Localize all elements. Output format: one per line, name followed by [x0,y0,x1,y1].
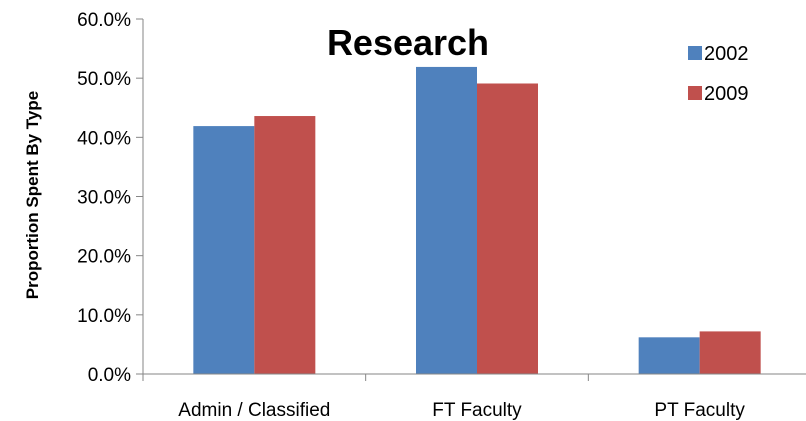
bar-2002-1 [416,66,477,375]
y-tick-label: 60.0% [77,10,131,31]
y-tick-label: 50.0% [77,69,131,90]
legend: 2002 2009 [688,43,749,105]
bar-2002-0 [193,126,255,374]
bar-2009-0 [254,116,316,375]
x-tick-label: FT Faculty [432,400,522,421]
y-tick-label: 10.0% [77,306,131,327]
y-tick-label: 40.0% [77,128,131,149]
x-tick-label: Admin / Classified [178,400,330,421]
legend-swatch-2002 [688,46,702,60]
x-tick-label: PT Faculty [654,400,745,421]
y-axis: 0.0% 10.0% 20.0% 30.0% 40.0% 50.0% 60.0% [77,10,144,386]
bar-series [193,66,761,375]
bar-2009-2 [699,331,761,374]
bar-2002-2 [638,337,700,374]
bar-2009-1 [477,83,538,374]
legend-swatch-2009 [688,86,702,100]
legend-label-2002: 2002 [704,43,749,65]
y-tick-label: 30.0% [77,188,131,209]
x-axis: Admin / Classified FT Faculty PT Faculty [142,373,806,421]
legend-label-2009: 2009 [704,83,749,105]
y-tick-label: 20.0% [77,247,131,268]
y-tick-label: 0.0% [88,365,131,386]
y-axis-label: Proportion Spent By Type [23,91,42,299]
chart-title: Research [327,22,489,63]
